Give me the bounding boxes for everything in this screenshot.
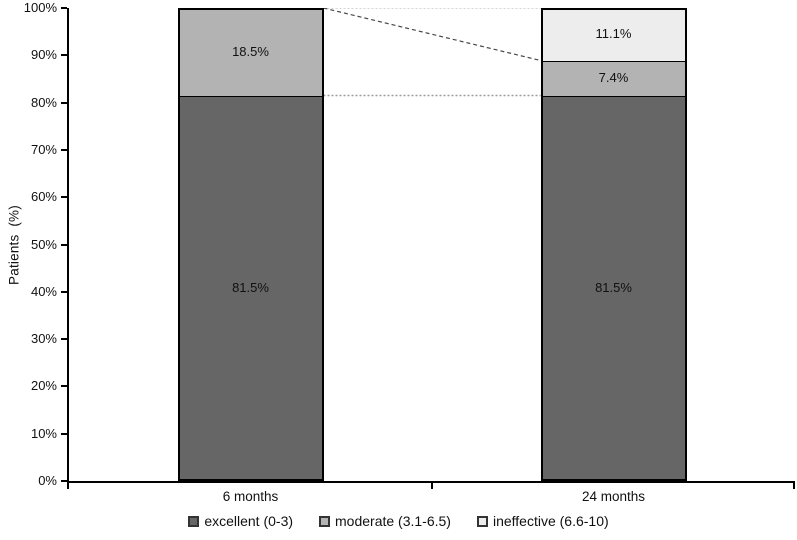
y-tick-label: 20% [30, 378, 57, 394]
segment-divider [177, 94, 324, 97]
y-tick-mark [61, 432, 67, 435]
y-tick-mark [61, 338, 67, 341]
legend-label: excellent (0-3) [204, 513, 294, 529]
y-tick-label: 90% [30, 47, 57, 63]
y-tick-label: 50% [30, 236, 57, 252]
y-tick-mark [61, 7, 67, 9]
bar-segment [177, 8, 324, 96]
plot-area: 0% 10% 20% 30% 40% 50% 60% 70% 80% 90% 100% 81.5% 18… [24, 1, 795, 504]
y-tick-label: 30% [30, 331, 57, 347]
legend-marker-icon [188, 515, 200, 527]
connector-line [323, 8, 541, 62]
x-axis-tick-right [793, 481, 795, 489]
legend-marker-icon [319, 515, 331, 527]
x-category-label: 6 months [222, 489, 279, 504]
y-tick-label: 10% [30, 425, 57, 441]
legend-item: ineffective (6.6-10) [476, 513, 609, 529]
bar-segment [177, 95, 324, 481]
bar-segment [540, 95, 687, 481]
y-axis-extension [67, 481, 69, 489]
bar-segment [540, 8, 687, 61]
y-tick-mark [61, 196, 67, 199]
y-tick-mark [61, 243, 67, 246]
y-tick-mark [61, 54, 67, 57]
y-tick-mark [61, 480, 67, 482]
y-tick-label: 70% [30, 141, 57, 157]
y-tick-mark [61, 101, 67, 104]
chart-legend: excellent (0-3) moderate (3.1-6.5) ineffec… [0, 507, 797, 535]
bar-segment [540, 60, 687, 96]
y-tick-label: 0% [38, 473, 57, 488]
legend-item: moderate (3.1-6.5) [319, 513, 451, 529]
y-tick-label: 80% [30, 94, 57, 110]
y-tick-label: 100% [23, 0, 57, 15]
y-tick-mark [61, 290, 67, 293]
legend-marker-icon [476, 515, 488, 527]
y-tick-mark [61, 148, 67, 151]
y-tick-label: 60% [30, 189, 57, 205]
legend-item: excellent (0-3) [188, 513, 293, 529]
segment-divider [540, 94, 687, 97]
segment-divider [540, 59, 687, 62]
legend-label: moderate (3.1-6.5) [335, 513, 451, 529]
y-tick-mark [61, 385, 67, 388]
x-axis-tick-middle [431, 481, 433, 489]
x-category-label: 24 months [581, 489, 646, 504]
legend-label: ineffective (6.6-10) [492, 513, 609, 529]
y-tick-label: 40% [30, 283, 57, 299]
